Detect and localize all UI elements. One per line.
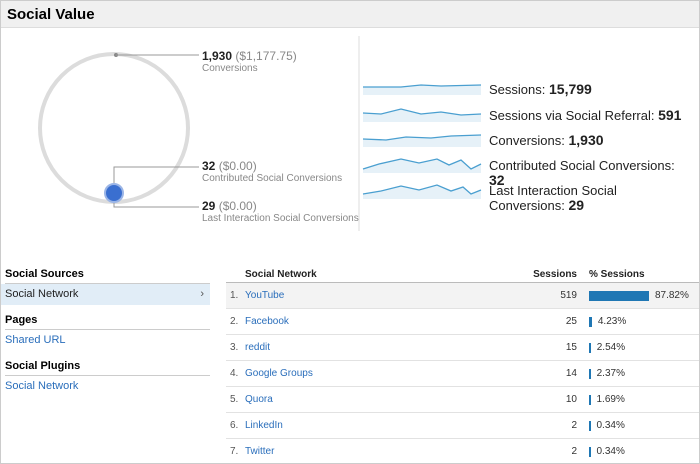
network-link[interactable]: Quora (245, 394, 273, 405)
metric-value: 591 (658, 107, 682, 123)
rank: 4. (230, 368, 239, 379)
column-header: % Sessions (589, 269, 645, 280)
summary-label: Last Interaction Social Conversions (202, 213, 359, 224)
nav-link[interactable]: Social Network › (1, 284, 210, 305)
share-label: 4.23% (597, 316, 627, 327)
panel-title: Social Value (1, 1, 699, 28)
share-label: 1.69% (596, 394, 625, 405)
metric-value: 29 (568, 197, 585, 213)
summary-value: 1,930 ($1,177.75) (202, 49, 297, 63)
rank: 5. (230, 394, 239, 405)
chevron: › (200, 288, 204, 300)
sessions: 15 (565, 342, 577, 353)
share-bar (589, 395, 591, 405)
summary-detail: ($0.00) (218, 199, 257, 213)
metric: Contributed Social Conversions: 32 (489, 158, 689, 188)
rank: 2. (230, 316, 239, 327)
sessions: 10 (565, 394, 577, 405)
section-title: Pages (5, 314, 210, 330)
share-label: 0.34% (596, 446, 625, 457)
metric: Last Interaction Social Conversions: 29 (489, 183, 689, 213)
column-header: Social Network (245, 269, 317, 280)
share-bar (589, 421, 591, 431)
share-label: 2.54% (596, 342, 626, 353)
nav-link[interactable]: Social Network (5, 380, 79, 392)
table-row: 7. Twitter 2 0.34% (226, 439, 699, 463)
table-row: 1. YouTube 519 87.82% (226, 283, 699, 309)
column-header: Sessions (533, 269, 577, 280)
header-rule (226, 282, 699, 283)
graphics (38, 36, 482, 231)
network-link[interactable]: Google Groups (245, 368, 313, 379)
summary-label: Contributed Social Conversions (202, 173, 343, 184)
social-dot (104, 183, 124, 203)
table-row: 4. Google Groups 14 2.37% (226, 361, 699, 387)
table-row: 6. LinkedIn 2 0.34% (226, 413, 699, 439)
rank: 7. (230, 446, 239, 457)
sessions: 14 (565, 368, 577, 379)
rank: 6. (230, 420, 239, 431)
share-bar (589, 369, 591, 379)
sessions: 2 (571, 446, 577, 457)
metric-label: Conversions: (489, 133, 565, 148)
section-title: Social Plugins (5, 360, 210, 376)
network-link[interactable]: reddit (245, 342, 271, 353)
summary-detail: ($0.00) (218, 159, 257, 173)
network-link[interactable]: Twitter (245, 446, 275, 457)
table-row: 5. Quora 10 1.69% (226, 387, 699, 413)
table-row: 2. Facebook 25 4.23% (226, 309, 699, 335)
share-bar (589, 343, 591, 353)
metric-value: 15,799 (549, 81, 592, 97)
metric-value: 1,930 (568, 132, 604, 148)
sparklines (362, 84, 482, 199)
section-title: Social Sources (5, 268, 210, 284)
network-link[interactable]: LinkedIn (245, 420, 283, 431)
share-label: 2.37% (596, 368, 625, 379)
sessions: 519 (560, 290, 577, 301)
summary-detail: ($1,177.75) (235, 49, 297, 63)
sessions: 2 (571, 420, 577, 431)
sessions: 25 (565, 316, 577, 327)
metric-value: 32 (489, 172, 505, 188)
network-link[interactable]: Facebook (245, 316, 289, 327)
metric-label: Sessions via Social Referral: (489, 108, 655, 123)
metric-label: Sessions: (489, 82, 546, 97)
metric: Sessions via Social Referral: 591 (489, 107, 689, 124)
metric: Sessions: 15,799 (489, 81, 689, 98)
summary-label: Conversions (202, 63, 258, 74)
nav-link[interactable]: Shared URL (5, 334, 66, 346)
rank: 3. (230, 342, 239, 353)
share-bar (589, 447, 591, 457)
metric-label: Last Interaction Social Conversions: (489, 183, 617, 213)
rank: 1. (230, 290, 239, 301)
metric: Conversions: 1,930 (489, 132, 689, 149)
share-label: 0.34% (596, 420, 625, 431)
share-bar (589, 317, 592, 327)
share-label: 87.82% (654, 290, 689, 301)
summary-value: 29 ($0.00) (202, 199, 257, 213)
network-link[interactable]: YouTube (245, 290, 285, 301)
table-row: 3. reddit 15 2.54% (226, 335, 699, 361)
share-bar (589, 291, 649, 301)
metric-label: Contributed Social Conversions: (489, 158, 675, 173)
summary-value: 32 ($0.00) (202, 159, 257, 173)
